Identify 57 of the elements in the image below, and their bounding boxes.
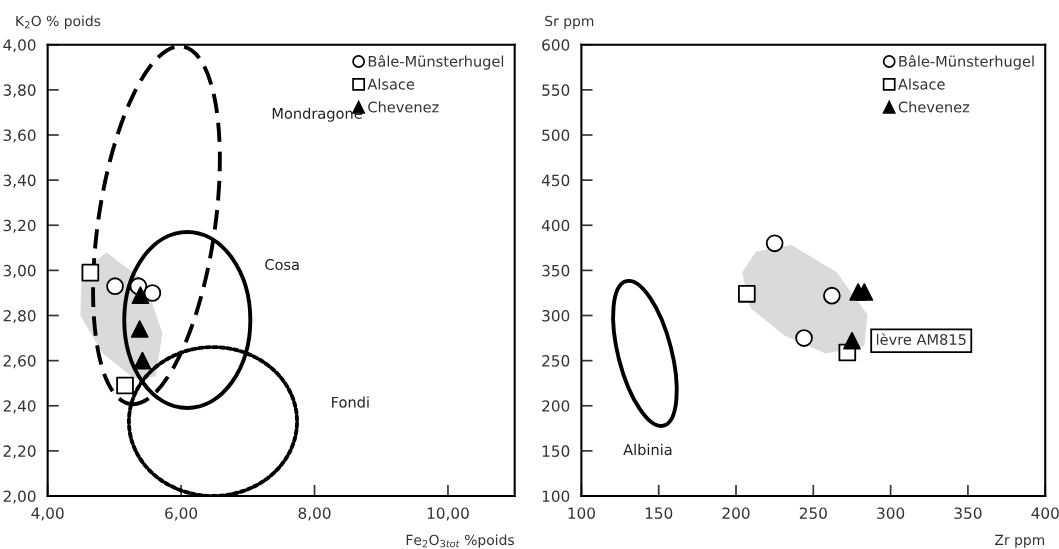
legend-label: Bâle-Münsterhugel — [368, 54, 504, 70]
point — [133, 351, 152, 370]
point — [795, 329, 813, 347]
annotation: lèvre AM815 — [876, 333, 966, 346]
y-tick-label: 4,00 — [3, 39, 36, 53]
point — [843, 331, 861, 350]
y-tick-label: 100 — [542, 490, 570, 503]
y-tick-label: 2,20 — [3, 445, 36, 459]
legend-label: Chevenez — [898, 101, 970, 113]
y-tick-label: 3,80 — [3, 84, 36, 98]
point — [106, 277, 124, 296]
x-tick-label: 6,00 — [165, 507, 198, 521]
x-axis-title: Fe$_{2}$O$_{3tot}$ %poids — [406, 534, 514, 548]
x-tick-label: 400 — [1031, 507, 1059, 519]
y-tick-label: 150 — [542, 445, 570, 457]
y-tick-label: 2,80 — [3, 309, 36, 324]
y-tick-label: 500 — [542, 129, 570, 142]
legend-label: Bâle-Münsterhugel — [899, 54, 1034, 70]
legend-label: Alsace — [367, 78, 415, 90]
y-tick-label: 250 — [542, 355, 570, 367]
y-tick-label: 300 — [542, 309, 570, 322]
point — [81, 263, 100, 282]
y-tick-label: 200 — [542, 400, 570, 412]
y-tick-label: 3,60 — [3, 129, 36, 143]
y-tick-label: 2,60 — [3, 355, 36, 369]
x-tick-label: 4,00 — [31, 507, 64, 521]
x-tick-label: 10,00 — [427, 507, 469, 521]
y-tick-label: 600 — [542, 39, 570, 51]
point — [823, 286, 841, 305]
point — [130, 320, 149, 338]
legend-label: Chevenez — [368, 101, 439, 113]
x-tick-label: 150 — [645, 507, 673, 519]
x-tick-label: 8,00 — [298, 507, 331, 521]
y-tick-label: 400 — [541, 219, 570, 232]
y-axis-title: Sr ppm — [545, 15, 594, 29]
point — [855, 283, 874, 301]
legend-label: Alsace — [898, 78, 945, 90]
x-tick-label: 300 — [877, 507, 905, 519]
x-tick-label: 100 — [568, 507, 595, 519]
y-axis-title: K$_{2}$O % poids — [16, 15, 101, 29]
x-tick-label: 350 — [954, 507, 982, 519]
y-tick-label: 550 — [542, 84, 570, 96]
y-tick-label: 2,40 — [3, 400, 36, 414]
y-tick-label: 350 — [542, 264, 570, 277]
y-tick-label: 3,20 — [3, 219, 36, 233]
y-tick-label: 3,00 — [3, 264, 36, 278]
y-tick-label: 3,40 — [3, 174, 36, 188]
point — [738, 285, 756, 303]
annotation: Cosa — [265, 259, 299, 271]
y-tick-label: 450 — [541, 174, 570, 187]
x-axis-title: Zr ppm — [995, 534, 1045, 548]
annotation: Fondi — [332, 396, 369, 408]
x-tick-label: 200 — [722, 507, 750, 519]
point — [131, 286, 150, 305]
annotation: Albinia — [623, 443, 672, 456]
x-tick-label: 250 — [799, 507, 827, 519]
y-tick-label: 2,00 — [3, 490, 36, 504]
